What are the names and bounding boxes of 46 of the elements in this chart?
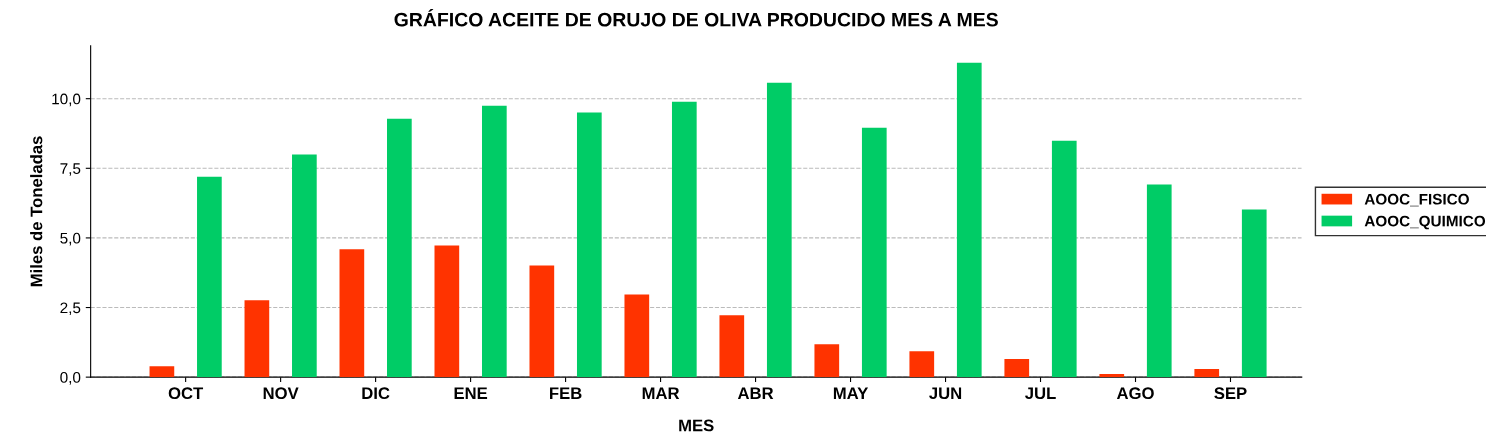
bar [719,315,745,378]
bar [434,245,460,378]
bar [814,344,840,378]
bar [671,101,697,378]
x-tick-label: ENE [454,387,488,399]
chart-title: GRÁFICO ACEITE DE ORUJO DE OLIVA PRODUCIDO MES A MES [394,9,998,27]
x-tick-label: MAR [642,387,680,399]
x-tick-label: ABR [737,387,774,399]
bar [576,112,602,378]
bar [861,127,887,378]
bar [1099,374,1125,378]
y-tick-label: 2,5 [60,302,81,316]
y-tick-label: 10,0 [52,93,81,107]
y-tick-label: 5,0 [60,232,81,246]
bar [292,154,317,378]
legend-label: AOOC_FISICO [1364,193,1469,207]
x-tick-label: OCT [168,387,204,400]
legend-label: AOOC_QUIMICO [1364,215,1486,230]
x-tick-label: AGO [1116,387,1154,400]
bar [339,249,365,378]
x-tick-label: JUN [929,387,962,400]
bar [956,62,982,378]
bar [149,366,175,378]
bar [1146,184,1172,378]
bar [387,118,412,378]
x-tick-label: JUL [1025,387,1056,400]
bar [1004,359,1030,378]
x-tick-label: DIC [362,387,390,400]
y-tick-label: 7,5 [60,163,81,176]
y-tick-label: 0,0 [60,372,81,385]
bar [244,300,270,378]
bar [766,82,792,378]
bar [529,265,555,378]
bar [197,176,222,378]
x-tick-label: MAY [833,387,869,399]
bar [481,105,507,378]
x-axis-title: MES [679,419,714,432]
x-tick-label: SEP [1214,387,1247,400]
y-axis-title: Miles de Toneladas [30,136,43,287]
bar [1194,369,1220,378]
x-tick-label: NOV [263,387,299,400]
bar [624,294,650,378]
bar [1051,140,1077,378]
bar [909,351,935,378]
bar [1241,209,1267,378]
x-tick-label: FEB [550,387,582,399]
